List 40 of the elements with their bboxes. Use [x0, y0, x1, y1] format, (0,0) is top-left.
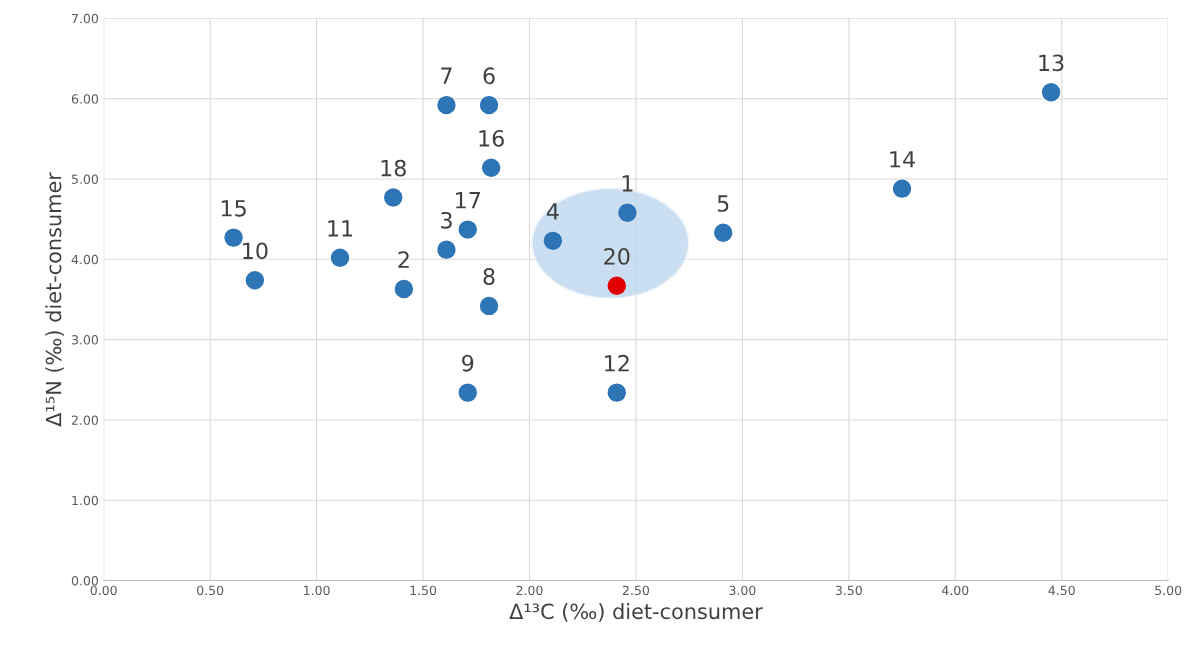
y-tick-label: 3.00 [71, 335, 99, 345]
y-axis-title: Δ¹⁵N (‰) diet-consumer [45, 172, 64, 427]
x-tick-label: 3.50 [835, 585, 862, 596]
x-tick-label: 2.00 [516, 585, 543, 596]
annotation: 4 [546, 203, 559, 220]
y-tick-label: 5.00 [71, 174, 99, 184]
x-tick-label: 4.00 [941, 585, 969, 596]
annotation: 1 [622, 175, 633, 192]
annotation: 10 [243, 242, 268, 260]
annotation: 17 [456, 192, 480, 209]
annotation: 8 [483, 268, 495, 285]
annotation: 7 [441, 67, 452, 84]
x-tick-label: 4.50 [1048, 585, 1075, 596]
annotation: 6 [483, 67, 495, 85]
annotation: 13 [1039, 54, 1064, 72]
annotation: 16 [479, 129, 504, 147]
annotation: 9 [462, 354, 474, 372]
y-tick-label: 6.00 [71, 94, 99, 104]
annotation: 15 [221, 200, 246, 217]
x-axis-title: Δ¹³C (‰) diet-consumer [509, 603, 763, 622]
annotation: 12 [605, 354, 629, 372]
x-tick-label: 2.50 [622, 585, 650, 596]
annotation: 2 [398, 251, 409, 268]
y-tick-label: 4.00 [71, 254, 99, 265]
x-tick-label: 1.00 [304, 585, 330, 596]
y-tick-label: 1.00 [72, 495, 99, 506]
x-tick-label: 3.00 [729, 585, 756, 596]
y-tick-label: 7.00 [72, 13, 99, 24]
annotation: 3 [441, 211, 452, 229]
y-tick-label: 0.00 [71, 576, 99, 586]
annotation: 14 [890, 151, 915, 168]
x-tick-label: 0.50 [197, 585, 224, 596]
y-tick-label: 2.00 [71, 415, 99, 425]
annotation: 18 [381, 159, 406, 177]
annotation: 20 [604, 248, 630, 265]
x-tick-label: 5.00 [1155, 585, 1182, 596]
annotation: 11 [328, 220, 353, 237]
x-tick-label: 1.50 [410, 585, 437, 596]
x-tick-label: 0.00 [90, 585, 117, 596]
annotation: 5 [717, 195, 729, 212]
